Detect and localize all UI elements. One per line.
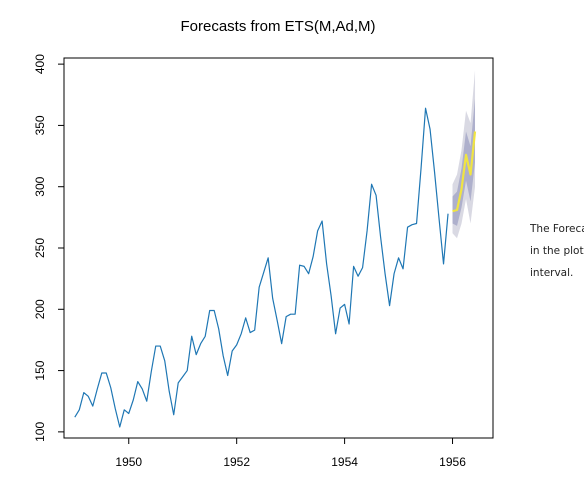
caption-line: The Forecast [530,223,584,235]
y-tick-label: 350 [33,115,47,135]
y-axis: 100 150 200 250 300 350 400 [33,54,64,442]
x-tick-label: 1950 [115,455,142,469]
y-tick-label: 250 [33,238,47,258]
y-tick-label: 150 [33,360,47,380]
caption-line: interval. [530,267,574,279]
caption-line: in the plot [530,245,584,257]
x-tick-label: 1956 [439,455,466,469]
x-axis: 1950 1952 1954 1956 [115,438,466,469]
caption-text: The Forecast in the plot interval. [530,218,584,284]
prediction-intervals [452,70,476,239]
plot-frame [63,57,494,439]
x-tick-label: 1952 [223,455,250,469]
chart-title: Forecasts from ETS(M,Ad,M) [180,18,375,35]
observed-series-line [74,107,449,428]
series-lines [74,107,477,428]
y-tick-label: 300 [33,176,47,196]
y-tick-label: 400 [33,54,47,74]
forecast-series-line [452,131,477,213]
y-tick-label: 100 [33,422,47,442]
x-tick-label: 1954 [331,455,358,469]
interval-band-80 [452,98,476,226]
y-tick-label: 200 [33,299,47,319]
